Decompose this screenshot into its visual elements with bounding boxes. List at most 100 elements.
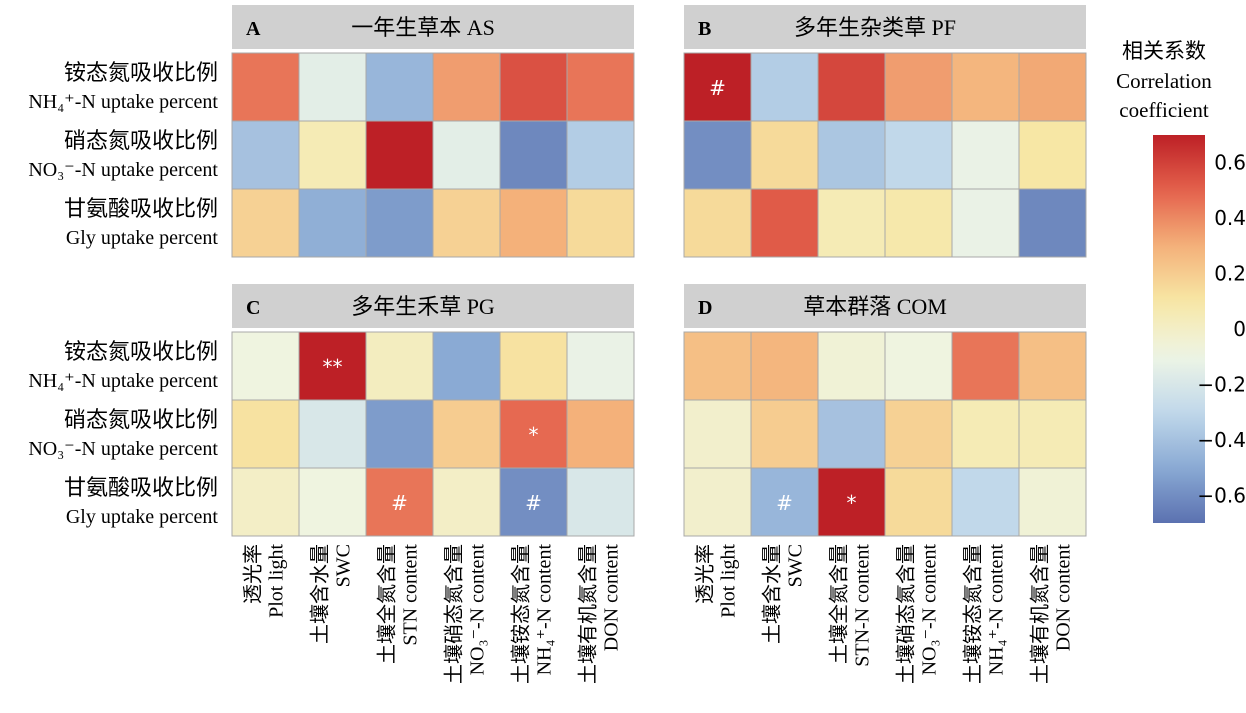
heatmap-cell [817,331,886,401]
row-label-zh: 甘氨酸吸收比例 [64,475,218,500]
heatmap-cell [566,331,635,401]
column-label: 透光率 Plot light [694,544,740,618]
significance-mark: ** [323,355,343,379]
column-label: 土壤有机氮含量 DON content [1029,544,1075,684]
heatmap-cell [566,52,635,122]
panel-b: B 多年生杂类草 PF # [683,5,1087,258]
heatmap-cell [817,188,886,258]
panel-header [232,284,634,328]
colorbar-title-en: coefficient [1119,98,1209,122]
heatmap-cell [231,331,300,401]
significance-mark: # [391,491,408,515]
column-label: 土壤硝态氮含量 NO₃⁻-N content [443,544,489,684]
heatmap-cell [566,188,635,258]
row-labels: 铵态氮吸收比例 NH₄⁺-N uptake percent 硝态氮吸收比例 NO₃⁻-… [28,60,218,528]
heatmap-cell [884,188,953,258]
heatmap-cell [683,399,752,469]
column-label: 土壤全氮含量 STN-N content [828,544,874,667]
heatmap-cell [365,188,434,258]
heatmap-cell [884,120,953,190]
column-label: 土壤铵态氮含量 NH₄⁺-N content [510,544,556,684]
row-label-zh: 铵态氮吸收比例 [64,339,218,364]
column-label-en: DON content [601,544,623,652]
heatmap-cell [432,399,501,469]
heatmap-cell [365,467,434,537]
heatmap-cell [432,52,501,122]
column-label: 土壤含水量 SWC [761,544,807,644]
panel-d: D 草本群落 COM # * [683,284,1087,537]
heatmap-cell [566,467,635,537]
column-label-en: NH₄⁺-N content [986,544,1008,676]
panel-letter: D [698,297,712,319]
row-label-en: Gly uptake percent [66,506,219,528]
row-label: 硝态氮吸收比例 NO₃⁻-N uptake percent [28,407,218,460]
panel-letter: C [246,297,260,319]
heatmap-cell [298,399,367,469]
column-label-zh: 土壤硝态氮含量 [443,544,466,684]
heatmap-cell [1018,331,1087,401]
heatmap-cell [566,120,635,190]
column-label-en: STN content [400,544,422,646]
column-labels: 透光率 Plot light 土壤含水量 SWC 土壤全氮含量 STN content 土壤… [242,544,1075,684]
column-label-en: STN-N content [852,544,874,667]
heatmap-cell [231,467,300,537]
column-label-zh: 土壤铵态氮含量 [510,544,533,684]
heatmap-cell [499,52,568,122]
heatmap-cell [231,120,300,190]
colorbar-tick-label: −0.4 [1197,428,1246,452]
column-label-en: Plot light [718,544,740,618]
heatmap-cell [432,188,501,258]
row-label: 铵态氮吸收比例 NH₄⁺-N uptake percent [28,339,218,392]
heatmap-cell [1018,399,1087,469]
column-label-zh: 土壤全氮含量 [828,544,851,664]
column-label-zh: 土壤硝态氮含量 [895,544,918,684]
heatmap-cell [817,467,886,537]
column-label-en: NO₃⁻-N content [919,544,941,676]
heatmap-cell [432,120,501,190]
colorbar-tick-label: −0.6 [1197,483,1246,507]
heatmap-cell [298,120,367,190]
heatmap-cell [298,52,367,122]
row-label: 甘氨酸吸收比例 Gly uptake percent [64,196,218,249]
heatmap-cell [298,188,367,258]
heatmap-cell [951,188,1020,258]
panel-header [684,284,1086,328]
heatmap-cell [884,399,953,469]
heatmap-cell [298,467,367,537]
heatmap-cell [951,331,1020,401]
row-label-en: NH₄⁺-N uptake percent [28,370,218,392]
heatmap-cell [683,188,752,258]
column-label-zh: 土壤有机氮含量 [1029,544,1052,684]
column-label-zh: 土壤有机氮含量 [577,544,600,684]
column-label-zh: 土壤含水量 [761,544,784,644]
panel-header [684,5,1086,49]
panel-title: 多年生禾草 PG [351,294,495,319]
heatmap-cell [1018,467,1087,537]
heatmap-cell [499,331,568,401]
column-label-zh: 土壤全氮含量 [376,544,399,664]
heatmap-cell [750,399,819,469]
heatmap-cell [750,120,819,190]
heatmap-cell [499,467,568,537]
heatmap-cell [365,399,434,469]
heatmap-cell [884,52,953,122]
column-label-zh: 透光率 [694,544,717,604]
heatmap-cell [231,399,300,469]
heatmap-cell [817,120,886,190]
heatmap-cell [365,120,434,190]
column-label-en: NH₄⁺-N content [534,544,556,676]
colorbar-tick-label: 0 [1233,317,1246,341]
heatmap-cell [231,52,300,122]
column-label-en: SWC [333,544,355,587]
heatmap-cell [365,52,434,122]
row-label: 硝态氮吸收比例 NO₃⁻-N uptake percent [28,128,218,181]
heatmap-cell [817,52,886,122]
heatmap-cell [1018,52,1087,122]
heatmap-cell [566,399,635,469]
colorbar: 相关系数 Correlation coefficient 0.6 0.4 0.2 0 −0.2… [1116,39,1246,523]
column-label: 土壤硝态氮含量 NO₃⁻-N content [895,544,941,684]
heatmap-cell [683,120,752,190]
significance-mark: # [709,76,726,100]
heatmap-cell [951,120,1020,190]
